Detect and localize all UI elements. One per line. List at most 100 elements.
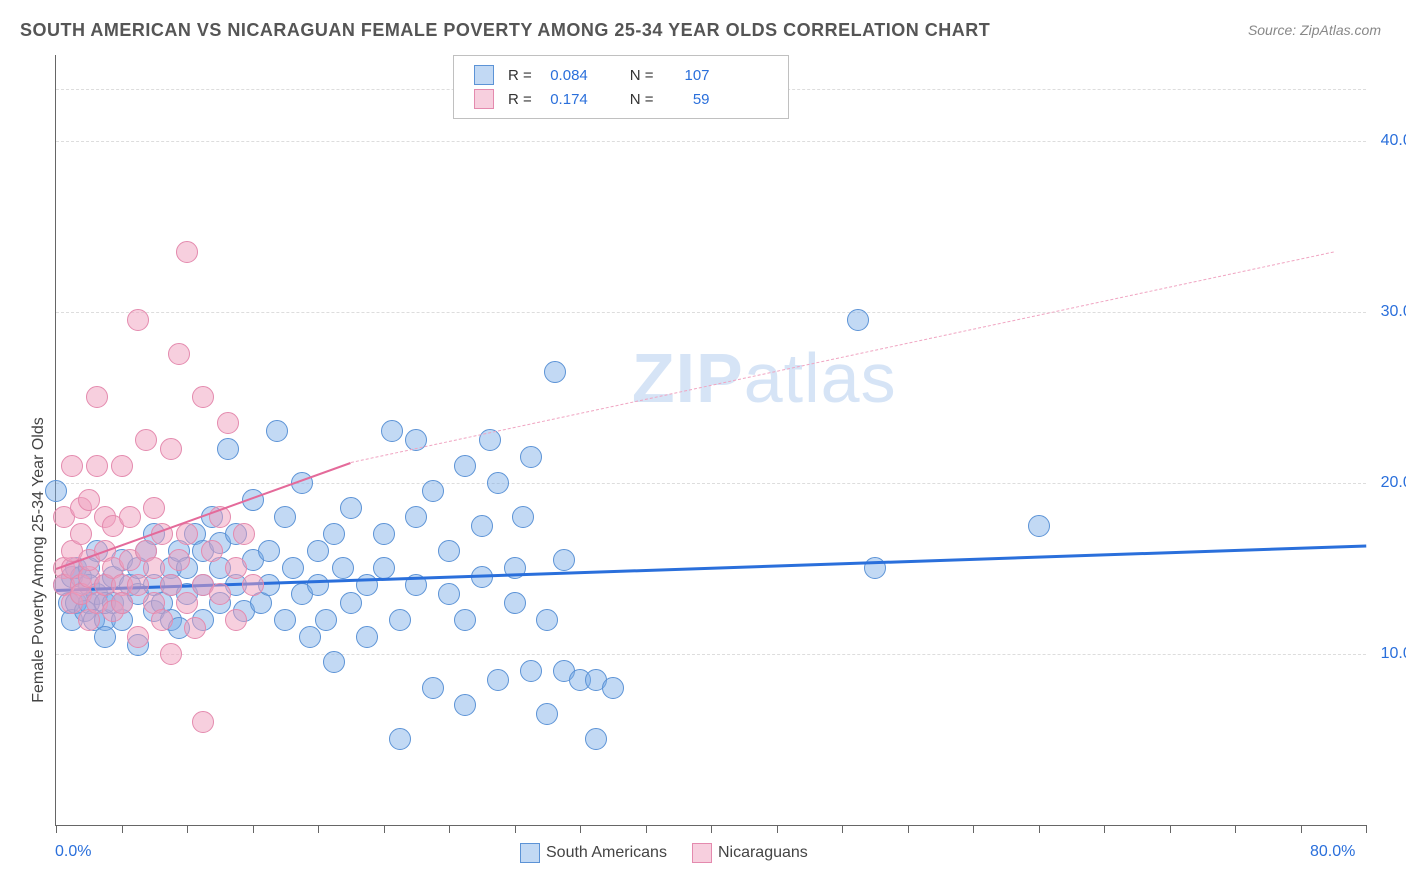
legend-item: South Americans: [520, 843, 667, 863]
legend-item: Nicaraguans: [692, 843, 808, 863]
gridline-h: [56, 654, 1366, 655]
data-point: [323, 651, 345, 673]
data-point: [111, 592, 133, 614]
data-point: [184, 617, 206, 639]
x-tick: [1170, 825, 1171, 833]
x-tick: [122, 825, 123, 833]
data-point: [389, 728, 411, 750]
data-point: [422, 480, 444, 502]
trend-line: [351, 252, 1334, 463]
x-tick: [515, 825, 516, 833]
data-point: [233, 523, 255, 545]
data-point: [119, 506, 141, 528]
x-tick: [580, 825, 581, 833]
x-tick: [1301, 825, 1302, 833]
data-point: [86, 455, 108, 477]
data-point: [86, 386, 108, 408]
y-tick-label: 10.0%: [1381, 645, 1406, 663]
data-point: [373, 557, 395, 579]
x-tick: [449, 825, 450, 833]
legend-label: Nicaraguans: [718, 844, 808, 861]
x-tick: [777, 825, 778, 833]
data-point: [201, 540, 223, 562]
data-point: [454, 694, 476, 716]
x-tick-label: 0.0%: [55, 843, 91, 861]
data-point: [151, 609, 173, 631]
data-point: [70, 523, 92, 545]
stat-label-N: N =: [624, 88, 660, 110]
x-tick-label: 80.0%: [1310, 843, 1355, 861]
stats-row: R =0.174N =59: [468, 88, 716, 110]
data-point: [487, 669, 509, 691]
y-axis-label: Female Poverty Among 25-34 Year Olds: [30, 417, 48, 703]
x-tick: [1235, 825, 1236, 833]
data-point: [389, 609, 411, 631]
data-point: [487, 472, 509, 494]
data-point: [504, 592, 526, 614]
x-tick: [973, 825, 974, 833]
data-point: [282, 557, 304, 579]
data-point: [94, 626, 116, 648]
legend-label: South Americans: [546, 844, 667, 861]
stat-value-R: 0.084: [540, 64, 594, 86]
data-point: [127, 626, 149, 648]
data-point: [225, 557, 247, 579]
scatter-plot-area: ZIPatlas 10.0%20.0%30.0%40.0%: [55, 55, 1366, 826]
data-point: [438, 540, 460, 562]
data-point: [847, 309, 869, 331]
data-point: [61, 455, 83, 477]
x-tick: [908, 825, 909, 833]
data-point: [544, 361, 566, 383]
stat-label-N: N =: [624, 64, 660, 86]
data-point: [160, 643, 182, 665]
gridline-h: [56, 483, 1366, 484]
data-point: [168, 343, 190, 365]
data-point: [111, 455, 133, 477]
data-point: [242, 574, 264, 596]
data-point: [274, 506, 296, 528]
data-point: [209, 583, 231, 605]
x-tick: [1039, 825, 1040, 833]
data-point: [454, 455, 476, 477]
data-point: [217, 438, 239, 460]
data-point: [340, 592, 362, 614]
stat-value-N: 59: [662, 88, 716, 110]
data-point: [471, 515, 493, 537]
data-point: [160, 438, 182, 460]
x-tick: [711, 825, 712, 833]
data-point: [225, 609, 247, 631]
legend-swatch: [474, 65, 494, 85]
source-credit: Source: ZipAtlas.com: [1248, 22, 1381, 38]
data-point: [512, 506, 534, 528]
data-point: [258, 540, 280, 562]
data-point: [160, 574, 182, 596]
data-point: [585, 728, 607, 750]
data-point: [135, 429, 157, 451]
data-point: [553, 549, 575, 571]
data-point: [520, 446, 542, 468]
data-point: [340, 497, 362, 519]
data-point: [405, 506, 427, 528]
correlation-stats-legend: R =0.084N =107R =0.174N =59: [453, 55, 789, 119]
data-point: [299, 626, 321, 648]
x-tick: [318, 825, 319, 833]
data-point: [127, 309, 149, 331]
data-point: [217, 412, 239, 434]
data-point: [422, 677, 444, 699]
data-point: [454, 609, 476, 631]
data-point: [315, 609, 337, 631]
data-point: [356, 626, 378, 648]
data-point: [127, 574, 149, 596]
y-tick-label: 40.0%: [1381, 132, 1406, 150]
y-tick-label: 30.0%: [1381, 303, 1406, 321]
stats-row: R =0.084N =107: [468, 64, 716, 86]
data-point: [1028, 515, 1050, 537]
data-point: [143, 497, 165, 519]
data-point: [266, 420, 288, 442]
data-point: [373, 523, 395, 545]
gridline-h: [56, 312, 1366, 313]
legend-swatch: [692, 843, 712, 863]
data-point: [381, 420, 403, 442]
data-point: [176, 241, 198, 263]
x-tick: [842, 825, 843, 833]
